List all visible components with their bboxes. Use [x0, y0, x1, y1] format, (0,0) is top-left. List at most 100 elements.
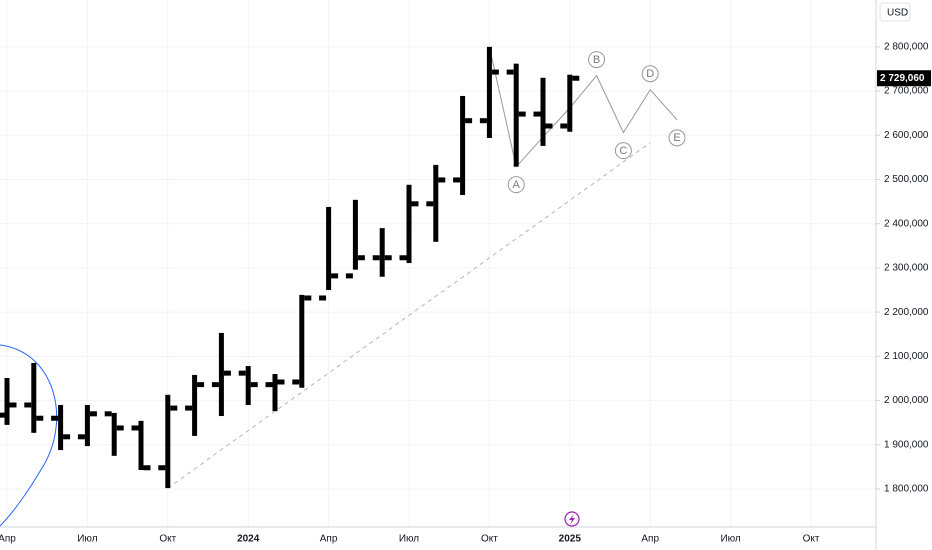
event-icon[interactable]	[564, 511, 580, 527]
ohlc-range	[111, 412, 117, 456]
y-tick-label: 2 000,000	[884, 395, 929, 406]
ohlc-open	[372, 255, 380, 261]
ohlc-bar	[104, 411, 124, 456]
ohlc-bar	[77, 404, 97, 447]
ohlc-range	[406, 184, 412, 264]
ohlc-bar	[158, 394, 178, 489]
ohlc-range	[138, 420, 144, 470]
ohlc-close	[384, 255, 392, 261]
wave-label-text: A	[513, 179, 521, 191]
wave-label[interactable]: A	[507, 176, 525, 194]
ohlc-bar	[560, 74, 580, 132]
ohlc-bar	[51, 404, 71, 451]
ohlc-close	[491, 69, 499, 75]
ohlc-close	[9, 402, 17, 408]
ohlc-close	[116, 425, 124, 431]
plot: A B C D E	[0, 46, 686, 489]
x-tick-label: 2025	[559, 534, 582, 545]
ohlc-open	[265, 382, 273, 388]
ohlc-bar	[292, 294, 312, 388]
wave-line	[488, 46, 678, 168]
ohlc-open	[506, 69, 514, 75]
ohlc-close	[331, 273, 339, 279]
ohlc-range	[192, 374, 198, 436]
ohlc-close	[250, 382, 258, 388]
trend-line	[167, 142, 651, 489]
ohlc-bar	[372, 228, 392, 277]
event-bolt	[569, 514, 575, 525]
ohlc-range	[165, 394, 171, 489]
ohlc-open	[560, 123, 568, 129]
last-price-tag	[877, 70, 931, 87]
ohlc-bar	[453, 95, 473, 195]
ohlc-range	[272, 374, 278, 412]
ohlc-bar	[319, 206, 339, 301]
wave-label-circle	[588, 51, 606, 69]
ohlc-bar	[238, 366, 258, 405]
wave-label-text: C	[619, 145, 627, 157]
ohlc-range	[540, 77, 546, 146]
ohlc-bar	[399, 184, 419, 264]
ohlc-open	[77, 434, 85, 440]
wave-label[interactable]: D	[641, 65, 659, 83]
grid	[0, 0, 876, 527]
ohlc-bar	[211, 332, 231, 417]
ohlc-range	[84, 404, 90, 447]
ohlc-open	[51, 415, 59, 421]
wave-label-circle	[641, 65, 659, 83]
axes: 1 800,000 1 900,000 2 000,000 2 100,000 2 20…	[0, 42, 931, 545]
ohlc-bar	[265, 374, 285, 412]
ohlc-range	[58, 404, 64, 451]
ohlc-bar	[533, 77, 553, 146]
x-tick-label: Июл	[77, 534, 97, 545]
y-tick-label: 2 300,000	[884, 263, 929, 274]
ohlc-close	[143, 465, 151, 471]
ohlc-open	[104, 411, 112, 417]
ohlc-range	[379, 228, 385, 277]
y-tick-label: 2 200,000	[884, 307, 929, 318]
ohlc-bar	[0, 378, 17, 425]
ohlc-open	[211, 382, 219, 388]
ohlc-close	[572, 75, 580, 81]
currency-label[interactable]: USD	[887, 8, 908, 19]
ohlc-range	[31, 362, 37, 433]
x-tick-label: Апр	[641, 534, 659, 545]
y-tick-label: 2 700,000	[884, 86, 929, 97]
ohlc-close	[170, 405, 178, 411]
wave-label-circle	[507, 176, 525, 194]
ohlc-bar	[506, 63, 526, 167]
ohlc-range	[299, 294, 305, 388]
ohlc-bar	[345, 199, 365, 279]
ohlc-open	[131, 425, 139, 431]
last-price-label: 2 729,060	[880, 73, 925, 84]
ohlc-close	[304, 295, 312, 301]
wave-label[interactable]: B	[588, 51, 606, 69]
x-tick-label: Июл	[399, 534, 419, 545]
wave-label-text: D	[646, 68, 654, 80]
currency-box[interactable]	[879, 2, 911, 22]
y-tick-label: 1 800,000	[884, 484, 929, 495]
ohlc-close	[36, 415, 44, 421]
ohlc-range	[218, 332, 224, 417]
x-tick-label: Июл	[720, 534, 740, 545]
wave-label[interactable]: E	[668, 129, 686, 147]
ohlc-range	[245, 366, 251, 405]
ohlc-open	[453, 177, 461, 183]
ohlc-close	[465, 118, 473, 124]
wave-label[interactable]: C	[614, 142, 632, 160]
ohlc-bar	[185, 374, 205, 436]
ohlc-close	[197, 382, 205, 388]
ohlc-close	[411, 201, 419, 207]
ohlc-open	[24, 402, 32, 408]
ohlc-range	[460, 95, 466, 195]
ohlc-range	[513, 63, 519, 167]
ohlc-open	[0, 412, 5, 418]
x-tick-label: Окт	[159, 534, 176, 545]
ohlc-open	[479, 118, 487, 124]
ohlc-range	[4, 378, 10, 425]
drawing-curve	[0, 344, 58, 527]
x-tick-label: Апр	[0, 534, 16, 545]
ohlc-close	[89, 411, 97, 417]
